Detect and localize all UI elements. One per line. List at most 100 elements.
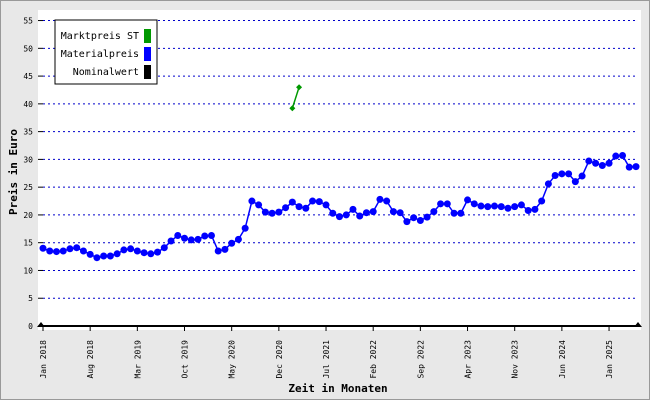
data-point	[349, 205, 357, 213]
data-point	[100, 252, 108, 260]
y-tick-label: 45	[23, 72, 33, 81]
data-point	[295, 203, 303, 211]
data-point	[113, 250, 121, 258]
data-point	[86, 250, 94, 258]
data-point	[52, 248, 60, 256]
data-point	[450, 209, 458, 217]
x-tick-label: Mar 2019	[133, 340, 142, 379]
legend-swatch	[144, 29, 151, 43]
data-point	[362, 209, 370, 217]
data-point	[127, 245, 135, 253]
data-point	[289, 105, 296, 112]
x-tick-label: Sep 2022	[416, 340, 425, 379]
legend-label: Marktpreis ST	[61, 31, 139, 42]
data-point	[167, 237, 175, 245]
data-point	[490, 202, 498, 210]
data-point	[443, 200, 451, 208]
data-point	[504, 204, 512, 212]
x-axis-label: Zeit in Monaten	[288, 382, 387, 395]
data-point	[619, 152, 627, 160]
data-point	[558, 170, 566, 178]
data-point	[234, 235, 242, 243]
data-point	[268, 209, 276, 217]
data-point	[241, 224, 249, 232]
x-tick-label: Jul 2021	[322, 340, 331, 379]
x-tick-label: Jan 2025	[605, 340, 614, 379]
data-point	[632, 163, 640, 171]
data-point	[255, 201, 263, 209]
data-point	[605, 159, 613, 167]
data-point	[336, 213, 343, 221]
y-tick-label: 25	[23, 183, 33, 192]
data-point	[282, 204, 290, 212]
data-point	[578, 172, 586, 180]
data-point	[322, 201, 330, 209]
y-tick-label: 35	[23, 128, 33, 137]
data-point	[598, 162, 606, 170]
data-point	[625, 163, 633, 171]
data-point	[416, 216, 424, 224]
data-point	[389, 208, 397, 216]
data-point	[565, 170, 573, 178]
data-point	[106, 252, 114, 260]
data-point	[396, 209, 404, 217]
data-point	[66, 245, 74, 253]
data-point	[174, 231, 182, 239]
data-point	[73, 244, 81, 252]
data-point	[356, 212, 364, 220]
data-point	[470, 200, 478, 208]
data-point	[302, 204, 310, 212]
data-point	[464, 196, 472, 204]
data-point	[160, 244, 168, 252]
data-point	[120, 246, 128, 254]
data-point	[544, 180, 552, 188]
data-point	[551, 171, 559, 179]
data-point	[59, 247, 67, 255]
data-point	[437, 200, 445, 208]
y-tick-label: 15	[23, 239, 33, 248]
x-tick-label: May 2020	[228, 340, 237, 379]
data-point	[296, 84, 303, 91]
x-tick-label: Apr 2023	[464, 340, 473, 379]
data-point	[261, 208, 269, 216]
data-point	[592, 159, 600, 167]
data-point	[214, 247, 222, 255]
y-tick-label: 55	[23, 17, 33, 26]
data-point	[511, 203, 519, 211]
data-point	[147, 250, 155, 258]
legend-label: Nominalwert	[73, 67, 139, 78]
y-axis-label: Preis in Euro	[7, 129, 20, 215]
legend-swatch	[144, 47, 151, 61]
data-point	[275, 208, 283, 216]
data-point	[571, 178, 579, 186]
data-point	[612, 152, 620, 160]
data-point	[538, 197, 546, 205]
data-point	[46, 247, 54, 255]
legend-swatch	[144, 65, 151, 79]
data-point	[288, 198, 296, 206]
data-point	[376, 195, 384, 203]
x-tick-label: Aug 2018	[86, 340, 95, 379]
x-tick-label: Dec 2020	[275, 340, 284, 379]
y-tick-label: 10	[23, 266, 33, 275]
axis-arrow	[634, 322, 642, 327]
y-tick-label: 50	[23, 44, 33, 53]
data-point	[410, 214, 418, 222]
data-point	[403, 218, 411, 226]
y-tick-label: 20	[23, 211, 33, 220]
data-point	[248, 197, 256, 205]
x-tick-label: Jan 2018	[39, 340, 48, 379]
data-point	[187, 236, 195, 244]
data-point	[221, 245, 229, 253]
x-tick-label: Feb 2022	[369, 340, 378, 379]
data-point	[93, 254, 101, 262]
data-point	[517, 201, 525, 209]
data-point	[585, 157, 593, 165]
data-point	[140, 249, 148, 257]
data-point	[497, 203, 505, 211]
data-point	[194, 235, 202, 243]
x-tick-label: Jun 2024	[558, 340, 567, 379]
series-line	[291, 86, 300, 109]
x-tick-label: Nov 2023	[511, 340, 520, 379]
axis-arrow	[37, 322, 45, 327]
